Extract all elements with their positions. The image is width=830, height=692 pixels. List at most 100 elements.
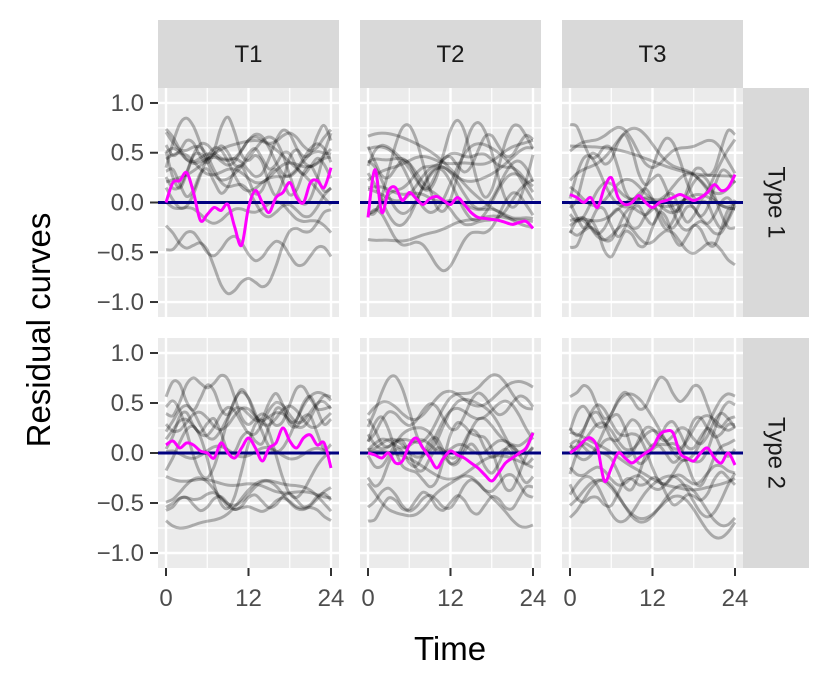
individual-residual-curve: [568, 470, 737, 508]
individual-residual-curve: [367, 399, 535, 459]
individual-residual-curve: [366, 416, 535, 470]
individual-residual-curve: [164, 390, 333, 480]
individual-residual-curve: [569, 414, 736, 452]
y-tick-label: −0.5: [97, 490, 144, 517]
individual-residual-curve: [568, 400, 736, 486]
individual-residual-curve: [367, 484, 534, 523]
row-strip: [743, 88, 809, 317]
facet-panel-t2-type-2: [360, 338, 541, 568]
individual-residual-curve: [165, 138, 333, 207]
individual-residual-curve: [366, 118, 535, 199]
row-strip-label: Type 2: [763, 417, 790, 489]
individual-residual-curve: [568, 472, 737, 524]
mean-residual-curve: [569, 173, 737, 210]
individual-residual-curve: [569, 206, 736, 259]
individual-residual-curve: [164, 400, 333, 441]
individual-residual-curve: [165, 229, 333, 268]
individual-residual-curve: [568, 478, 737, 528]
x-tick-label: 24: [318, 585, 345, 612]
y-tick-label: −1.0: [97, 540, 144, 567]
individual-residual-curve: [569, 144, 736, 178]
x-tick-label: 12: [639, 585, 666, 612]
y-tick-label: −0.5: [97, 239, 144, 266]
individual-residual-curve: [164, 131, 333, 219]
facet-panel-t2-type-1: [360, 88, 541, 317]
individual-residual-curve: [366, 373, 534, 451]
column-strip-label: T2: [436, 41, 464, 68]
column-strip: [158, 20, 339, 88]
individual-residual-curve: [367, 185, 534, 220]
row-strip-label: Type 1: [763, 166, 790, 238]
axes: −1.0 −0.5 0.0 0.5 1.0 −1.0 −0.5 0.0 0.5 1.0 0 12 24 0…: [97, 90, 749, 612]
individual-residual-curve: [569, 197, 737, 243]
x-tick-label: 0: [563, 585, 576, 612]
x-tick-label: 0: [159, 585, 172, 612]
facet-panel-t3-type-1: [562, 88, 743, 317]
individual-residual-curve: [366, 415, 535, 493]
individual-residual-curve: [569, 125, 737, 175]
mean-residual-curve: [367, 432, 535, 483]
individual-residual-curve: [164, 128, 332, 191]
y-tick-label: 0.0: [111, 190, 144, 217]
mean-residual-curve: [164, 167, 333, 248]
column-strip: [360, 20, 541, 88]
individual-residual-curve: [569, 375, 736, 429]
individual-residual-curve: [367, 146, 534, 203]
individual-residual-curve: [165, 475, 332, 500]
x-tick-label: 0: [361, 585, 374, 612]
facet-panels: [158, 88, 743, 568]
individual-residual-curve: [569, 218, 736, 267]
individual-residual-curve: [367, 151, 534, 216]
mean-residual-curve: [165, 426, 333, 469]
individual-residual-curve: [366, 374, 535, 457]
individual-residual-curve: [366, 166, 535, 227]
individual-residual-curve: [367, 142, 535, 214]
individual-residual-curve: [366, 417, 535, 485]
individual-residual-curve: [164, 404, 333, 434]
facet-strips: T1 T2 T3 Type 1 Type 2: [158, 20, 809, 568]
y-tick-label: 0.5: [111, 390, 144, 417]
individual-residual-curve: [366, 159, 535, 215]
individual-residual-curve: [366, 473, 534, 513]
x-tick-label: 24: [722, 585, 749, 612]
y-tick-label: 0.5: [111, 140, 144, 167]
individual-residual-curve: [165, 128, 333, 167]
individual-residual-curve: [164, 115, 333, 197]
individual-residual-curve: [366, 391, 535, 443]
column-strip: [562, 20, 743, 88]
individual-residual-curve: [164, 208, 332, 296]
individual-residual-curve: [165, 491, 332, 522]
individual-residual-curve: [164, 418, 332, 511]
individual-residual-curve: [366, 379, 534, 422]
x-tick-label: 24: [520, 585, 547, 612]
individual-residual-curve: [367, 138, 534, 182]
facet-panel-t1-type-1: [158, 88, 339, 317]
individual-residual-curve: [568, 128, 737, 213]
individual-residual-curve: [366, 436, 535, 488]
facet-panel-t1-type-2: [158, 338, 339, 568]
individual-residual-curve: [569, 123, 737, 231]
individual-residual-curve: [165, 476, 332, 512]
column-strip-label: T3: [638, 41, 666, 68]
individual-residual-curve: [568, 126, 736, 209]
individual-residual-curve: [165, 373, 332, 428]
y-axis-title: Residual curves: [20, 213, 57, 448]
mean-residual-curve: [569, 429, 737, 484]
individual-residual-curve: [164, 128, 332, 178]
individual-residual-curve: [568, 174, 736, 230]
y-tick-label: 0.0: [111, 440, 144, 467]
individual-residual-curve: [367, 214, 534, 243]
y-tick-label: 1.0: [111, 340, 144, 367]
individual-residual-curve: [568, 463, 736, 491]
facet-panel-t3-type-2: [562, 338, 743, 568]
individual-residual-curve: [366, 133, 534, 191]
column-strip-label: T1: [234, 41, 262, 68]
x-tick-label: 12: [437, 585, 464, 612]
individual-residual-curve: [164, 393, 332, 441]
individual-residual-curve: [366, 432, 535, 456]
individual-residual-curve: [165, 147, 333, 185]
x-tick-label: 12: [235, 585, 262, 612]
y-tick-label: −1.0: [97, 289, 144, 316]
individual-residual-curve: [164, 138, 333, 179]
